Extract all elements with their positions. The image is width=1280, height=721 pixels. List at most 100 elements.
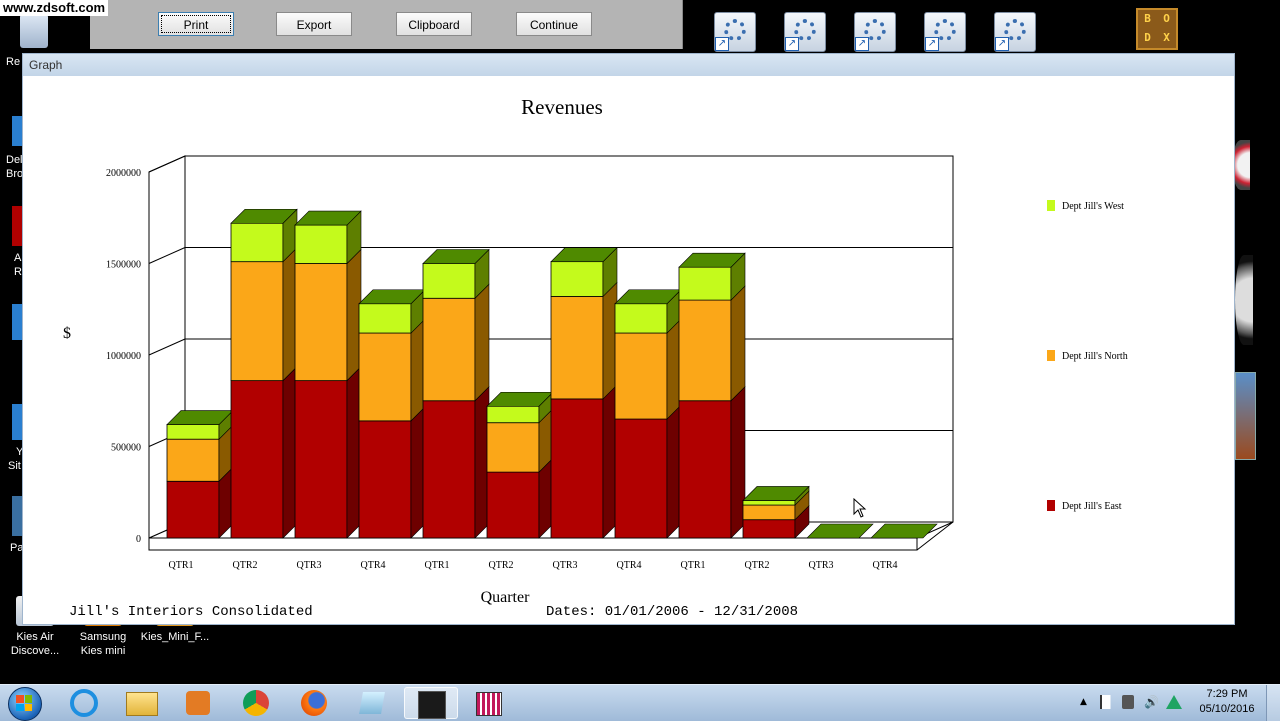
volume-icon[interactable]: 🔊 <box>1144 695 1159 709</box>
dosbox-letter: D <box>1144 31 1151 44</box>
taskbar-chart-app[interactable] <box>404 687 458 719</box>
bar-top <box>422 249 490 264</box>
start-button[interactable] <box>4 685 44 721</box>
x-tick-label: QTR4 <box>873 560 898 571</box>
acrobat-icon-fragment[interactable] <box>12 206 24 246</box>
google-drive-icon[interactable] <box>1166 695 1182 709</box>
print-button[interactable]: Print <box>158 12 234 36</box>
show-hidden-icons[interactable]: ▲ <box>1080 697 1087 707</box>
settings-shortcut-icon[interactable]: ↗ <box>784 12 826 52</box>
taskbar-clock[interactable]: 7:29 PM 05/10/2016 <box>1192 687 1262 717</box>
app-icon-fragment[interactable] <box>12 496 24 536</box>
bar-top <box>230 208 298 224</box>
dosbox-letter: X <box>1163 31 1170 44</box>
x-tick-label: QTR2 <box>745 560 770 571</box>
x-tick-label: QTR2 <box>489 560 514 571</box>
task-manager-icon <box>476 692 502 716</box>
bar-segment <box>550 261 604 297</box>
legend-label: Dept Jill's West <box>1062 201 1124 212</box>
taskbar-task-manager[interactable] <box>462 687 516 719</box>
taskbar-media-player[interactable] <box>172 687 226 719</box>
dosbox-letter: O <box>1163 12 1170 25</box>
report-dates: Dates: 01/01/2006 - 12/31/2008 <box>546 604 799 620</box>
notepad-icon <box>359 692 385 714</box>
revenue-chart: 0 500000 1000000 1500000 2000000 Revenues Quar… <box>63 95 1128 606</box>
action-center-flag-icon[interactable] <box>1100 695 1114 709</box>
clock-date: 05/10/2016 <box>1199 703 1255 715</box>
x-axis-title: Quarter <box>481 589 531 606</box>
x-tick-label: QTR4 <box>617 560 642 571</box>
export-button[interactable]: Export <box>276 12 352 36</box>
bar-segment-side <box>474 283 490 402</box>
gadget-fragment <box>1232 140 1250 190</box>
bar-segment <box>294 224 348 264</box>
bar-segment <box>550 296 604 400</box>
bar-segment <box>614 332 668 420</box>
mouse-cursor-icon <box>853 498 867 518</box>
desktop-icon-label: Kies Air <box>16 631 54 643</box>
bar-segment <box>678 266 732 301</box>
bar-segment <box>486 405 540 424</box>
bar-top <box>870 523 938 539</box>
bar-segment-side <box>730 285 746 402</box>
company-name: Jill's Interiors Consolidated <box>69 604 313 620</box>
y-axis-title: $ <box>63 325 71 342</box>
bar-segment <box>230 261 284 382</box>
app-icon-fragment[interactable] <box>12 304 24 340</box>
continue-button[interactable]: Continue <box>516 12 592 36</box>
x-axis-strip-side <box>916 521 954 551</box>
settings-shortcut-icon[interactable]: ↗ <box>994 12 1036 52</box>
firefox-icon <box>301 690 327 716</box>
bar-segment <box>166 424 220 440</box>
settings-shortcut-icon[interactable]: ↗ <box>714 12 756 52</box>
bar-segment <box>358 420 412 539</box>
bar-segment <box>294 263 348 382</box>
x-tick-label: QTR1 <box>425 560 450 571</box>
bar-segment <box>614 303 668 334</box>
x-tick-label: QTR4 <box>361 560 386 571</box>
settings-shortcut-icon[interactable]: ↗ <box>924 12 966 52</box>
bar-segment <box>678 299 732 402</box>
taskbar-firefox[interactable] <box>288 687 342 719</box>
left-label-fragment: Del <box>6 154 23 166</box>
bar-segment <box>742 500 796 506</box>
desktop-icon-label: Kies mini <box>80 645 126 657</box>
legend-label: Dept Jill's East <box>1062 501 1122 512</box>
desktop-icon-label: Samsung <box>79 631 127 643</box>
clock-time: 7:29 PM <box>1206 688 1248 700</box>
internet-explorer-icon <box>70 689 98 717</box>
x-tick-label: QTR3 <box>809 560 834 571</box>
recycle-bin-icon[interactable] <box>20 14 48 48</box>
browser-icon-fragment[interactable] <box>12 116 24 146</box>
x-tick-label: QTR2 <box>233 560 258 571</box>
legend-label: Dept Jill's North <box>1062 351 1128 362</box>
graph-window: Graph 0 500000 1000000 1500000 2000000 Revenu… <box>22 53 1235 625</box>
taskbar-chrome[interactable] <box>230 687 284 719</box>
legend-swatch <box>1047 200 1055 211</box>
show-desktop-button[interactable] <box>1266 685 1280 721</box>
left-label-fragment: Bro <box>6 168 24 180</box>
y-tick-label: 500000 <box>111 443 141 454</box>
device-icon[interactable] <box>1122 695 1134 709</box>
y-tick-label: 2000000 <box>106 168 141 179</box>
bar-top <box>294 210 362 226</box>
bar-segment <box>230 380 284 539</box>
taskbar-file-explorer[interactable] <box>114 687 168 719</box>
taskbar-internet-explorer[interactable] <box>58 687 112 719</box>
left-label-fragment: Re <box>6 56 21 68</box>
x-tick-label: QTR1 <box>681 560 706 571</box>
settings-shortcut-icon[interactable]: ↗ <box>854 12 896 52</box>
chart-title: Revenues <box>521 95 603 119</box>
clipboard-button[interactable]: Clipboard <box>396 12 472 36</box>
dosbox-icon[interactable]: B O D X <box>1136 8 1178 50</box>
taskbar-notepad[interactable] <box>346 687 400 719</box>
window-title: Graph <box>23 54 1234 76</box>
bar-segment <box>742 504 796 521</box>
bar-segment <box>230 222 284 263</box>
bar-segment <box>486 422 540 473</box>
bar-segment <box>166 438 220 482</box>
media-player-icon <box>186 691 210 715</box>
app-icon-fragment[interactable] <box>12 404 24 440</box>
file-explorer-icon <box>126 692 158 716</box>
bar-segment <box>294 380 348 539</box>
